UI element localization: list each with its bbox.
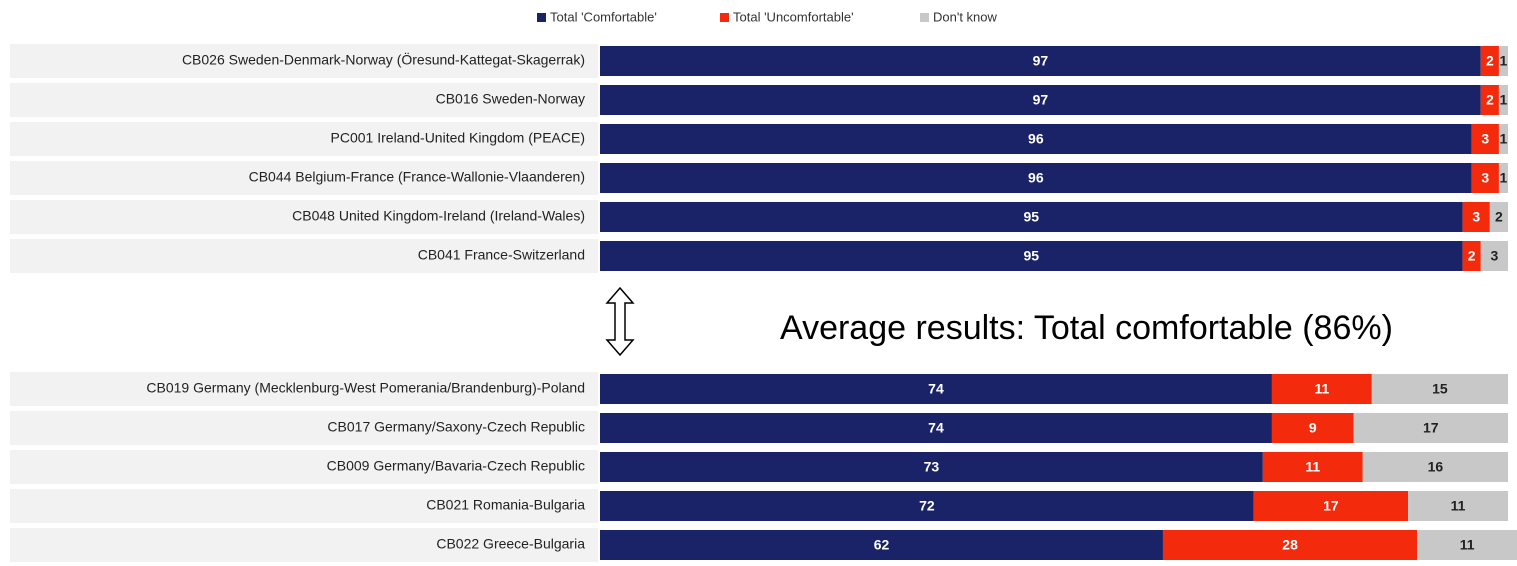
bar-segment [600,85,1481,115]
value-label: 16 [1428,459,1444,475]
arrow-shape [605,286,635,357]
value-label: 11 [1451,498,1466,514]
category-label: CB016 Sweden-Norway [436,91,585,107]
value-label: 97 [1033,92,1049,108]
value-label: 9 [1309,420,1317,436]
value-label: 2 [1468,248,1476,264]
label-background [10,489,598,524]
bar-segment [600,124,1472,154]
value-label: 17 [1323,498,1339,514]
bar-segment [1353,413,1508,443]
category-label: CB009 Germany/Bavaria-Czech Republic [327,458,585,474]
bar-segment [1462,241,1481,271]
value-label: 97 [1033,53,1049,69]
bar-segment [1162,530,1418,560]
bar-segment [1480,85,1499,115]
value-label: 2 [1486,92,1494,108]
value-label: 28 [1282,537,1298,553]
bar-segment [1498,124,1508,154]
bar-segment [1489,202,1508,232]
value-label: 62 [874,537,890,553]
value-label: 2 [1495,209,1503,225]
bar-segment [600,374,1272,404]
category-label: CB019 Germany (Mecklenburg-West Pomerani… [146,380,585,396]
bar-segment [1271,374,1372,404]
category-label: CB022 Greece-Bulgaria [436,536,585,552]
bar-segment [1498,85,1508,115]
label-background [10,161,598,196]
value-label: 1 [1500,53,1508,69]
label-background [10,200,598,235]
label-background [10,372,598,407]
annotation: Average results: Total comfortable (86%) [780,309,1393,347]
value-label: 72 [919,498,935,514]
value-label: 96 [1028,170,1044,186]
value-label: 3 [1481,170,1489,186]
bar-segment [1371,374,1508,404]
bar-segment [1262,452,1363,482]
value-label: 11 [1305,459,1320,475]
label-background [10,122,598,157]
label-background [10,44,598,79]
bar-segment [600,452,1263,482]
value-label: 96 [1028,131,1044,147]
bar-segment [1408,491,1508,521]
legend-label: Total 'Comfortable' [550,9,657,24]
value-label: 2 [1486,53,1494,69]
value-label: 11 [1460,537,1475,553]
value-label: 1 [1500,131,1508,147]
value-label: 73 [924,459,940,475]
legend-swatch [720,13,729,22]
label-background [10,239,598,274]
bar-segment [1462,202,1490,232]
legend-label: Don't know [933,9,998,24]
value-label: 3 [1472,209,1480,225]
label-background [10,528,598,563]
category-label: CB041 France-Switzerland [418,247,585,263]
value-label: 3 [1490,248,1498,264]
bar-segment [1498,46,1508,76]
bar-segment [1362,452,1508,482]
value-label: 74 [928,381,944,397]
bar-segment [1471,124,1499,154]
label-background [10,83,598,118]
bar-segment [1253,491,1409,521]
double-arrow [605,286,635,357]
bar-segment [1417,530,1517,560]
value-label: 15 [1432,381,1448,397]
value-label: 95 [1024,248,1040,264]
legend-label: Total 'Uncomfortable' [733,9,854,24]
bar-segment [1480,46,1499,76]
category-label: CB017 Germany/Saxony-Czech Republic [327,419,585,435]
value-label: 17 [1423,420,1439,436]
bar-segment [1480,241,1508,271]
category-label: CB048 United Kingdom-Ireland (Ireland-Wa… [292,208,585,224]
bar-segment [600,163,1472,193]
value-label: 95 [1024,209,1040,225]
value-label: 1 [1500,92,1508,108]
value-label: 74 [928,420,944,436]
bar-segment [600,241,1463,271]
category-label: CB026 Sweden-Denmark-Norway (Öresund-Kat… [182,51,585,68]
category-label: CB021 Romania-Bulgaria [426,497,585,513]
legend-swatch [920,13,929,22]
value-label: 1 [1500,170,1508,186]
legend-swatch [537,13,546,22]
category-label: PC001 Ireland-United Kingdom (PEACE) [331,130,585,146]
value-label: 11 [1314,381,1329,397]
bar-segment [1471,163,1499,193]
bar-segment [1498,163,1508,193]
value-label: 3 [1481,131,1489,147]
bar-segment [600,530,1163,560]
bar-segment [600,202,1463,232]
category-label: CB044 Belgium-France (France-Wallonie-Vl… [249,169,585,185]
bar-segment [600,413,1272,443]
bar-segment [1271,413,1354,443]
bar-segment [600,491,1254,521]
bar-segment [600,46,1481,76]
label-background [10,450,598,485]
label-background [10,411,598,446]
